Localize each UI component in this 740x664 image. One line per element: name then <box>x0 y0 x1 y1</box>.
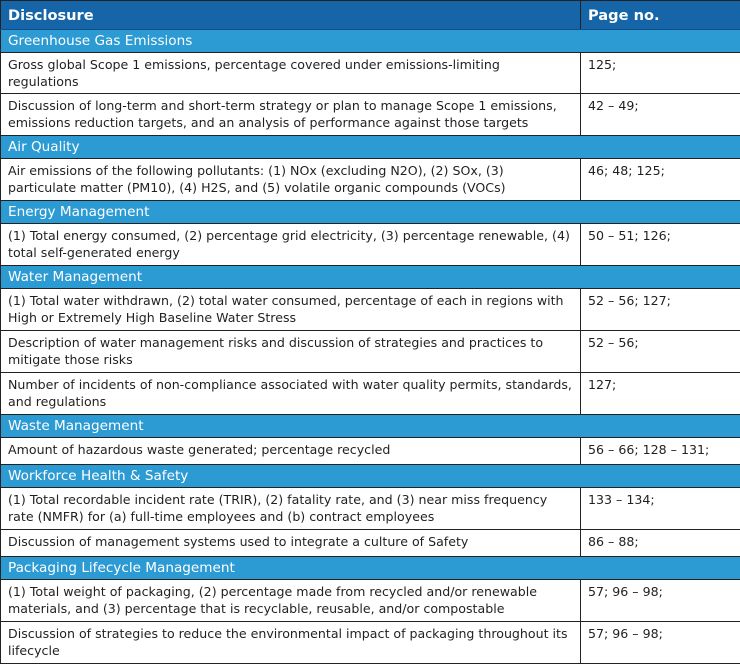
disclosure-cell: Amount of hazardous waste generated; per… <box>1 438 581 465</box>
section-row-water-management: Water Management <box>1 266 740 289</box>
page-cell: 86 – 88; <box>581 530 740 557</box>
table-row: Discussion of long-term and short-term s… <box>1 94 740 136</box>
section-row-packaging-lifecycle: Packaging Lifecycle Management <box>1 557 740 580</box>
page-cell: 46; 48; 125; <box>581 159 740 201</box>
section-row-waste-management: Waste Management <box>1 415 740 438</box>
table-row: (1) Total weight of packaging, (2) perce… <box>1 580 740 622</box>
page-cell: 125; <box>581 53 740 94</box>
page-cell: 57; 96 – 98; <box>581 622 740 664</box>
disclosure-cell: (1) Total energy consumed, (2) percentag… <box>1 224 581 266</box>
page-cell: 127; <box>581 373 740 415</box>
page-no-column-header: Page no. <box>581 1 740 30</box>
table-row: (1) Total energy consumed, (2) percentag… <box>1 224 740 266</box>
disclosure-cell: Description of water management risks an… <box>1 331 581 373</box>
disclosure-cell: Number of incidents of non-compliance as… <box>1 373 581 415</box>
table-row: Air emissions of the following pollutant… <box>1 159 740 201</box>
disclosure-cell: Air emissions of the following pollutant… <box>1 159 581 201</box>
table-header-row: Disclosure Page no. <box>1 1 740 30</box>
table-row: Discussion of strategies to reduce the e… <box>1 622 740 664</box>
page-cell: 52 – 56; 127; <box>581 289 740 331</box>
disclosure-cell: Discussion of management systems used to… <box>1 530 581 557</box>
page-cell: 57; 96 – 98; <box>581 580 740 622</box>
disclosure-cell: (1) Total water withdrawn, (2) total wat… <box>1 289 581 331</box>
page-cell: 42 – 49; <box>581 94 740 136</box>
section-title: Water Management <box>1 266 740 289</box>
section-title: Workforce Health & Safety <box>1 465 740 488</box>
table-row: Number of incidents of non-compliance as… <box>1 373 740 415</box>
table-row: Description of water management risks an… <box>1 331 740 373</box>
disclosure-cell: Discussion of long-term and short-term s… <box>1 94 581 136</box>
disclosure-column-header: Disclosure <box>1 1 581 30</box>
section-row-air-quality: Air Quality <box>1 136 740 159</box>
section-title: Greenhouse Gas Emissions <box>1 30 740 53</box>
section-title: Energy Management <box>1 201 740 224</box>
section-row-greenhouse-gas: Greenhouse Gas Emissions <box>1 30 740 53</box>
table-row: (1) Total recordable incident rate (TRIR… <box>1 488 740 530</box>
table-row: Discussion of management systems used to… <box>1 530 740 557</box>
section-title: Waste Management <box>1 415 740 438</box>
disclosure-cell: Discussion of strategies to reduce the e… <box>1 622 581 664</box>
table-row: Amount of hazardous waste generated; per… <box>1 438 740 465</box>
section-title: Packaging Lifecycle Management <box>1 557 740 580</box>
page-cell: 133 – 134; <box>581 488 740 530</box>
page-cell: 56 – 66; 128 – 131; <box>581 438 740 465</box>
disclosure-cell: (1) Total recordable incident rate (TRIR… <box>1 488 581 530</box>
disclosure-cell: (1) Total weight of packaging, (2) perce… <box>1 580 581 622</box>
section-row-workforce-health-safety: Workforce Health & Safety <box>1 465 740 488</box>
section-row-energy-management: Energy Management <box>1 201 740 224</box>
section-title: Air Quality <box>1 136 740 159</box>
page-cell: 50 – 51; 126; <box>581 224 740 266</box>
table-row: (1) Total water withdrawn, (2) total wat… <box>1 289 740 331</box>
table-row: Gross global Scope 1 emissions, percenta… <box>1 53 740 94</box>
disclosure-cell: Gross global Scope 1 emissions, percenta… <box>1 53 581 94</box>
page-cell: 52 – 56; <box>581 331 740 373</box>
